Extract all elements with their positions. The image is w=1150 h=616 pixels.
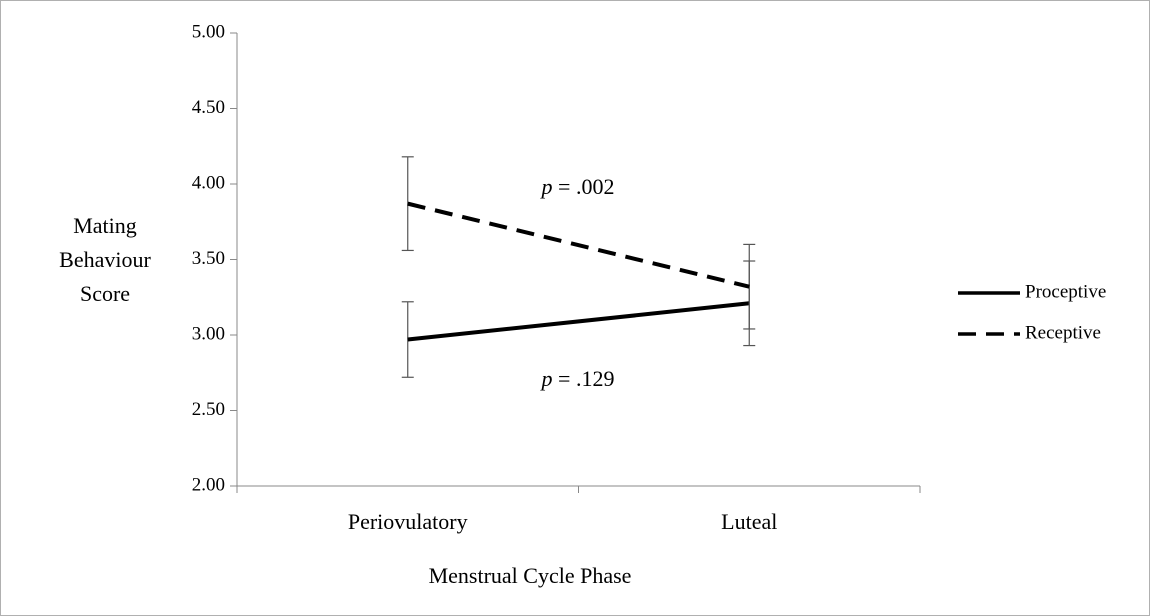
- y-tick-label: 4.50: [192, 97, 225, 118]
- y-axis-label: Behaviour: [59, 247, 151, 272]
- annotation-text: = .129: [558, 366, 614, 391]
- y-axis-label: Mating: [73, 213, 137, 238]
- y-tick-label: 4.00: [192, 172, 225, 193]
- annotation: p = .129: [540, 366, 615, 391]
- series-line: [407, 301, 750, 342]
- annotation-var: p: [540, 366, 553, 391]
- y-tick-label: 3.00: [192, 323, 225, 344]
- y-tick-label: 2.00: [192, 474, 225, 495]
- x-tick-label: Periovulatory: [348, 509, 468, 534]
- annotation: p = .002: [540, 174, 615, 199]
- y-tick-label: 3.50: [192, 248, 225, 269]
- legend-label: Proceptive: [1025, 281, 1106, 302]
- x-axis-label: Menstrual Cycle Phase: [429, 563, 632, 588]
- y-axis-label: Score: [80, 281, 130, 306]
- series-line: [407, 201, 750, 289]
- y-tick-label: 5.00: [192, 21, 225, 42]
- legend-label: Receptive: [1025, 322, 1101, 343]
- y-tick-label: 2.50: [192, 399, 225, 420]
- annotation-text: = .002: [558, 174, 614, 199]
- annotation-var: p: [540, 174, 553, 199]
- x-tick-label: Luteal: [721, 509, 777, 534]
